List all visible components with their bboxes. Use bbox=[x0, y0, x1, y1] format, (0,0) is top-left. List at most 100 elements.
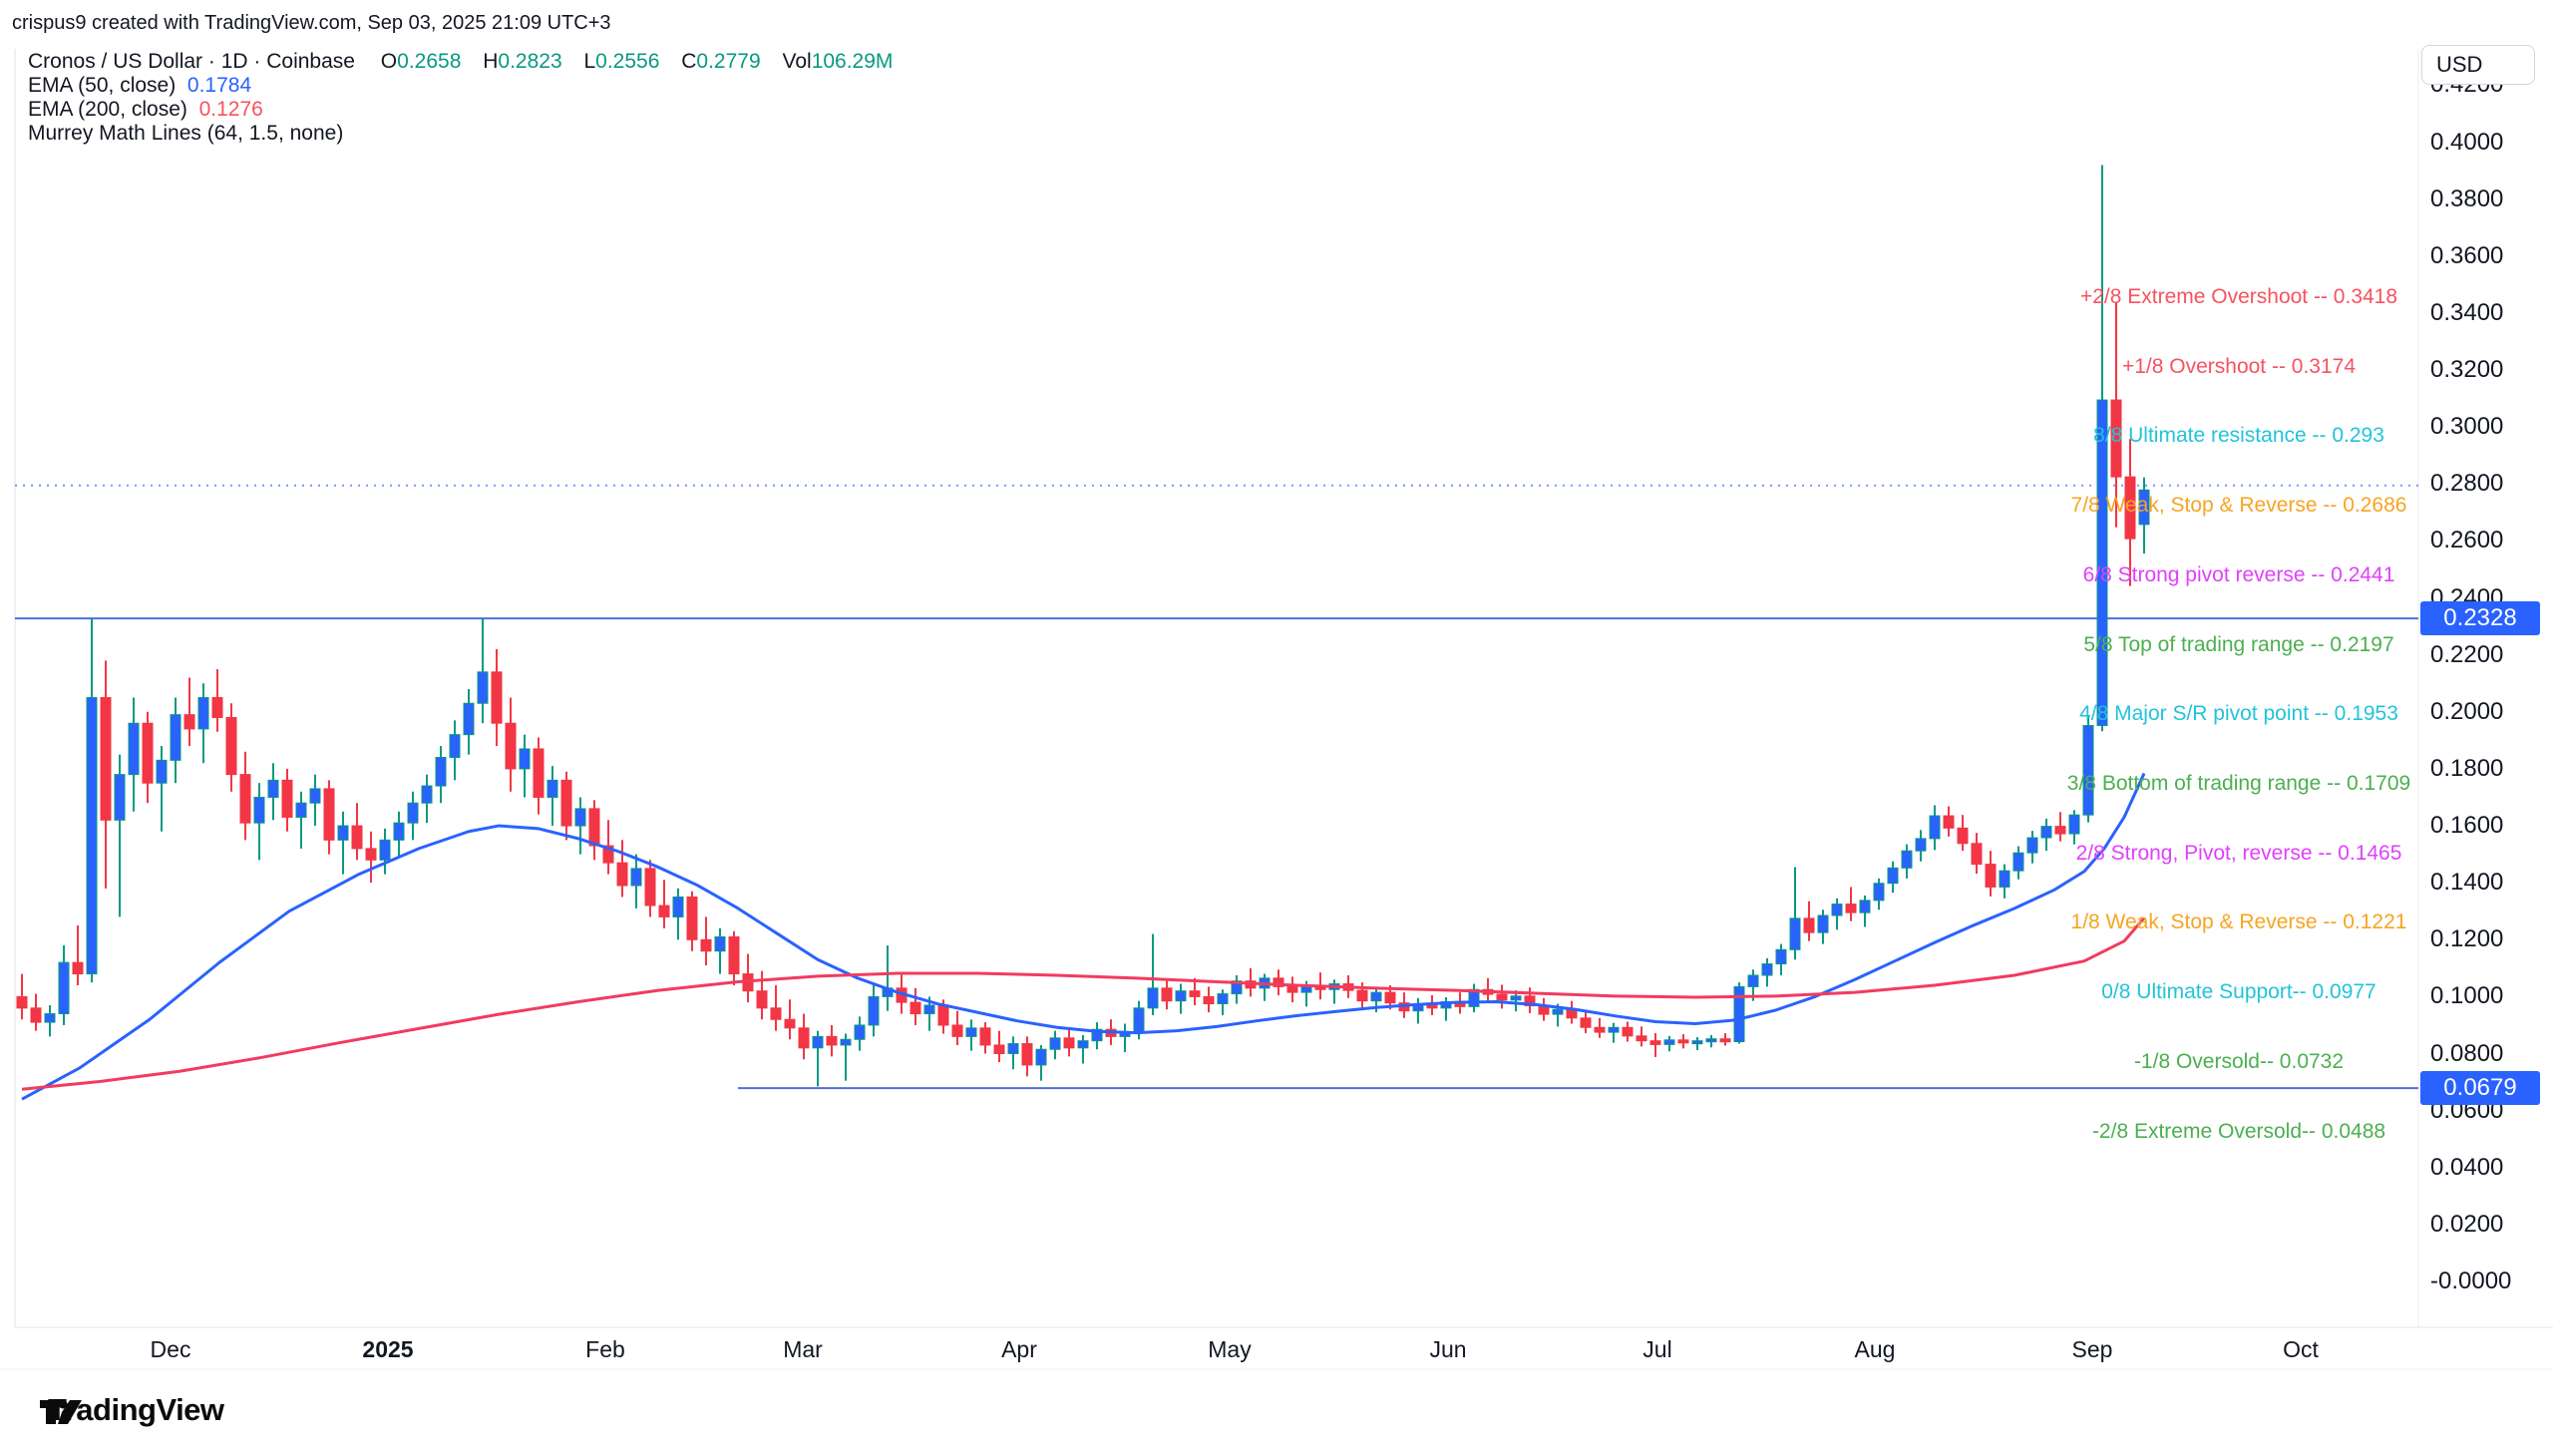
candle-body bbox=[2068, 814, 2080, 835]
candle-body bbox=[1510, 995, 1522, 1001]
candle-body bbox=[854, 1024, 866, 1040]
candle-body bbox=[588, 808, 600, 847]
candle-body bbox=[1733, 985, 1745, 1043]
tradingview-logo-icon bbox=[40, 1399, 82, 1424]
month-label[interactable]: 2025 bbox=[362, 1336, 414, 1362]
month-label[interactable]: May bbox=[1208, 1336, 1252, 1362]
legend-mml-row[interactable]: Murrey Math Lines (64, 1.5, none) bbox=[28, 122, 909, 146]
candle-body bbox=[491, 671, 503, 724]
murrey-level-label: -1/8 Oversold-- 0.0732 bbox=[2133, 1049, 2345, 1073]
tradingview-logo[interactable]: TradingView bbox=[38, 1392, 224, 1428]
candle-body bbox=[128, 722, 140, 776]
candle-body bbox=[1203, 995, 1215, 1005]
candle-body bbox=[1971, 843, 1983, 866]
candle-body bbox=[2012, 852, 2024, 872]
month-label[interactable]: Sep bbox=[2071, 1336, 2113, 1362]
candle-body bbox=[1887, 867, 1899, 885]
candle-body bbox=[1594, 1026, 1606, 1033]
candle-body bbox=[1775, 948, 1787, 965]
legend-ema50-row[interactable]: EMA (50, close) 0.1784 bbox=[28, 74, 909, 98]
candle-body bbox=[1817, 914, 1829, 933]
price-tick-label: 0.1600 bbox=[2430, 812, 2504, 840]
candle-body bbox=[993, 1044, 1005, 1055]
ema50-label: EMA (50, close) bbox=[28, 74, 177, 97]
month-label[interactable]: Dec bbox=[150, 1336, 191, 1362]
candle-body bbox=[923, 1004, 935, 1015]
candle-body bbox=[756, 990, 768, 1009]
candle-body bbox=[1384, 991, 1396, 1004]
price-tick-label: 0.0400 bbox=[2430, 1153, 2504, 1181]
candle-body bbox=[183, 714, 195, 730]
price-tick-label: -0.0000 bbox=[2430, 1268, 2512, 1294]
candle-body bbox=[868, 995, 880, 1026]
candle-body bbox=[1929, 815, 1941, 840]
candle-body bbox=[602, 845, 614, 864]
candle-body bbox=[812, 1035, 824, 1049]
murrey-level-label: -2/8 Extreme Oversold-- 0.0488 bbox=[2091, 1119, 2386, 1143]
month-label[interactable]: Apr bbox=[1001, 1336, 1037, 1362]
candle-body bbox=[1133, 1007, 1145, 1033]
murrey-level-label: 6/8 Strong pivot reverse -- 0.2441 bbox=[2082, 562, 2395, 586]
candle-body bbox=[1286, 985, 1298, 993]
candle-body bbox=[1691, 1040, 1703, 1045]
candle-body bbox=[728, 935, 740, 975]
legend-ema200-row[interactable]: EMA (200, close) 0.1276 bbox=[28, 98, 909, 122]
candle-body bbox=[1035, 1048, 1047, 1066]
candle-body bbox=[1063, 1037, 1075, 1049]
month-label[interactable]: Jun bbox=[1429, 1336, 1467, 1362]
candle-body bbox=[826, 1035, 838, 1046]
legend-symbol-row[interactable]: Cronos / US Dollar · 1D · Coinbase O0.26… bbox=[28, 50, 909, 74]
murrey-level-label: +2/8 Extreme Overshoot -- 0.3418 bbox=[2079, 284, 2398, 308]
candle-body bbox=[267, 779, 279, 798]
candle-body bbox=[2054, 826, 2066, 835]
candle-body bbox=[1049, 1037, 1061, 1050]
price-tick-label: 0.3200 bbox=[2430, 356, 2504, 384]
murrey-level-label: +1/8 Overshoot -- 0.3174 bbox=[2121, 354, 2357, 378]
murrey-level-label: 5/8 Top of trading range -- 0.2197 bbox=[2083, 632, 2394, 656]
candle-body bbox=[1859, 900, 1871, 913]
candle-body bbox=[211, 697, 223, 719]
candle-body bbox=[449, 734, 461, 758]
price-tick-label: 0.0800 bbox=[2430, 1039, 2504, 1067]
month-label[interactable]: Jul bbox=[1642, 1336, 1672, 1362]
month-label[interactable]: Aug bbox=[1854, 1336, 1896, 1362]
candle-body bbox=[239, 774, 251, 824]
currency-button[interactable]: USD bbox=[2421, 45, 2535, 85]
candle-body bbox=[979, 1027, 991, 1046]
high-value: H0.2823 bbox=[483, 50, 562, 73]
candle-body bbox=[937, 1004, 949, 1026]
month-label[interactable]: Feb bbox=[585, 1336, 625, 1362]
candle-body bbox=[644, 868, 656, 907]
candle-body bbox=[533, 748, 545, 798]
candle-body bbox=[1217, 993, 1229, 1005]
candle-body bbox=[156, 759, 168, 784]
candle-body bbox=[1789, 917, 1801, 950]
candle-body bbox=[630, 868, 642, 887]
price-tick-label: 0.2000 bbox=[2430, 697, 2504, 725]
month-label[interactable]: Mar bbox=[783, 1336, 823, 1362]
candle-body bbox=[686, 896, 698, 940]
candle-body bbox=[965, 1027, 977, 1037]
price-tick-label: 0.1800 bbox=[2430, 754, 2504, 782]
price-tick-label: 0.1000 bbox=[2430, 982, 2504, 1010]
low-value: L0.2556 bbox=[583, 50, 660, 73]
ema200-line[interactable] bbox=[21, 916, 2146, 1091]
candle-body bbox=[1719, 1038, 1731, 1043]
ema50-line[interactable] bbox=[21, 772, 2146, 1101]
candle-body bbox=[197, 697, 209, 730]
candle-body bbox=[505, 722, 517, 770]
candle-body bbox=[1091, 1028, 1103, 1042]
open-value: O0.2658 bbox=[380, 50, 462, 73]
candle-body bbox=[1873, 883, 1885, 902]
candle-body bbox=[1370, 991, 1382, 1002]
price-tick-label: 0.3800 bbox=[2430, 184, 2504, 212]
candle-body bbox=[1957, 827, 1969, 845]
price-tick-label: 0.2200 bbox=[2430, 640, 2504, 668]
candle-body bbox=[463, 702, 475, 736]
symbol-title[interactable]: Cronos / US Dollar · 1D · Coinbase bbox=[28, 50, 355, 73]
price-tick-label: 0.3600 bbox=[2430, 241, 2504, 269]
price-line-badge: 0.2328 bbox=[2420, 601, 2540, 636]
month-label[interactable]: Oct bbox=[2283, 1336, 2319, 1362]
